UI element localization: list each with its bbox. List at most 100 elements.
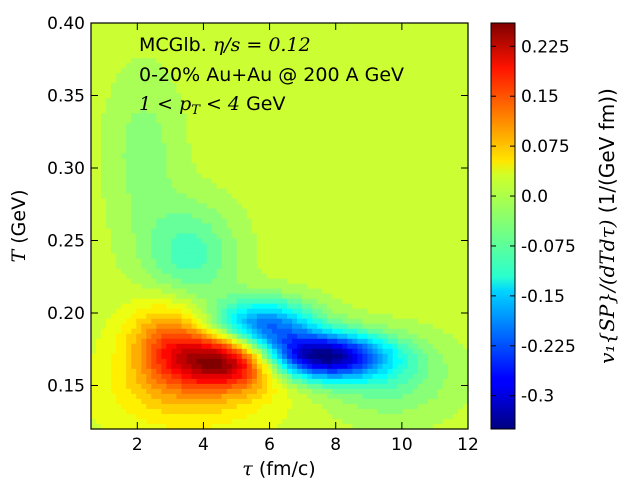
heatmap-cell <box>151 173 157 179</box>
heatmap-cell <box>226 23 233 29</box>
heatmap-cell <box>317 153 323 159</box>
heatmap-cell <box>116 383 122 390</box>
heatmap-cell <box>287 338 293 345</box>
heatmap-cell <box>171 408 178 415</box>
heatmap-cell <box>106 173 112 179</box>
heatmap-cell <box>362 88 369 94</box>
heatmap-cell <box>387 243 394 250</box>
heatmap-cell <box>211 108 218 114</box>
heatmap-cell <box>367 253 374 260</box>
heatmap-cell <box>292 88 298 94</box>
heatmap-cell <box>337 263 343 270</box>
heatmap-cell <box>352 163 359 169</box>
heatmap-cell <box>146 368 152 375</box>
heatmap-cell <box>317 123 323 129</box>
heatmap-cell <box>196 78 203 84</box>
heatmap-cell <box>126 173 132 179</box>
heatmap-cell <box>236 313 243 320</box>
heatmap-cell <box>266 253 273 260</box>
heatmap-cell <box>116 253 122 260</box>
heatmap-cell <box>271 268 278 275</box>
heatmap-cell <box>357 343 364 350</box>
heatmap-cell <box>337 53 343 59</box>
heatmap-cell <box>362 178 369 184</box>
heatmap-cell <box>131 33 137 39</box>
heatmap-cell <box>176 153 183 159</box>
heatmap-cell <box>387 343 394 350</box>
heatmap-cell <box>146 348 152 355</box>
heatmap-cell <box>146 233 152 240</box>
heatmap-cell <box>156 158 162 164</box>
heatmap-cell <box>116 58 122 64</box>
heatmap-cell <box>171 303 178 310</box>
heatmap-cell <box>302 178 308 184</box>
heatmap-cell <box>181 393 188 400</box>
heatmap-cell <box>191 243 198 250</box>
heatmap-cell <box>106 348 112 355</box>
heatmap-cell <box>126 263 132 270</box>
heatmap-cell <box>116 318 122 325</box>
heatmap-cell <box>236 418 243 425</box>
heatmap-cell <box>246 283 253 290</box>
heatmap-cell <box>131 413 137 420</box>
heatmap-cell <box>226 203 233 210</box>
heatmap-cell <box>166 153 173 159</box>
heatmap-cell <box>161 38 167 44</box>
heatmap-cell <box>101 343 107 350</box>
heatmap-cell <box>131 183 137 190</box>
heatmap-cell <box>141 73 147 79</box>
heatmap-cell <box>201 183 208 190</box>
heatmap-cell <box>292 338 298 345</box>
heatmap-cell <box>101 63 107 69</box>
heatmap-cell <box>211 383 218 390</box>
heatmap-cell <box>126 248 132 255</box>
heatmap-cell <box>141 28 147 34</box>
heatmap-cell <box>166 378 173 385</box>
heatmap-cell <box>297 373 303 380</box>
heatmap-cell <box>216 78 223 84</box>
heatmap-cell <box>287 248 293 255</box>
heatmap-cell <box>236 123 243 129</box>
heatmap-cell <box>101 313 107 320</box>
heatmap-cell <box>206 243 213 250</box>
heatmap-cell <box>276 333 283 340</box>
heatmap-cell <box>347 158 353 164</box>
heatmap-cell <box>196 108 203 114</box>
heatmap-cell <box>186 108 193 114</box>
heatmap-cell <box>206 208 213 215</box>
heatmap-cell <box>136 388 142 395</box>
heatmap-cell <box>151 373 157 380</box>
heatmap-cell <box>251 373 258 380</box>
heatmap-cell <box>271 403 278 410</box>
heatmap-cell <box>337 423 343 430</box>
heatmap-cell <box>221 98 228 104</box>
heatmap-cell <box>282 268 288 275</box>
heatmap-cell <box>261 298 268 305</box>
heatmap-cell <box>392 128 399 134</box>
heatmap-cell <box>292 278 298 285</box>
heatmap-cell <box>161 88 167 94</box>
heatmap-cell <box>236 268 243 275</box>
heatmap-cell <box>307 268 313 275</box>
heatmap-cell <box>221 223 228 230</box>
heatmap-cell <box>161 403 167 410</box>
heatmap-cell <box>191 378 198 385</box>
heatmap-cell <box>367 408 374 415</box>
heatmap-cell <box>372 418 379 425</box>
heatmap-cell <box>251 408 258 415</box>
heatmap-cell <box>216 233 223 240</box>
heatmap-cell <box>377 388 384 395</box>
heatmap-cell <box>131 123 137 129</box>
heatmap-cell <box>302 393 308 400</box>
heatmap-cell <box>156 83 162 89</box>
heatmap-cell <box>126 128 132 134</box>
heatmap-cell <box>231 283 238 290</box>
heatmap-cell <box>96 183 102 190</box>
heatmap-cell <box>211 318 218 325</box>
heatmap-cell <box>327 238 333 245</box>
heatmap-cell <box>362 23 369 29</box>
heatmap-cell <box>276 423 283 430</box>
heatmap-cell <box>201 133 208 139</box>
heatmap-cell <box>302 243 308 250</box>
heatmap-cell <box>211 413 218 420</box>
